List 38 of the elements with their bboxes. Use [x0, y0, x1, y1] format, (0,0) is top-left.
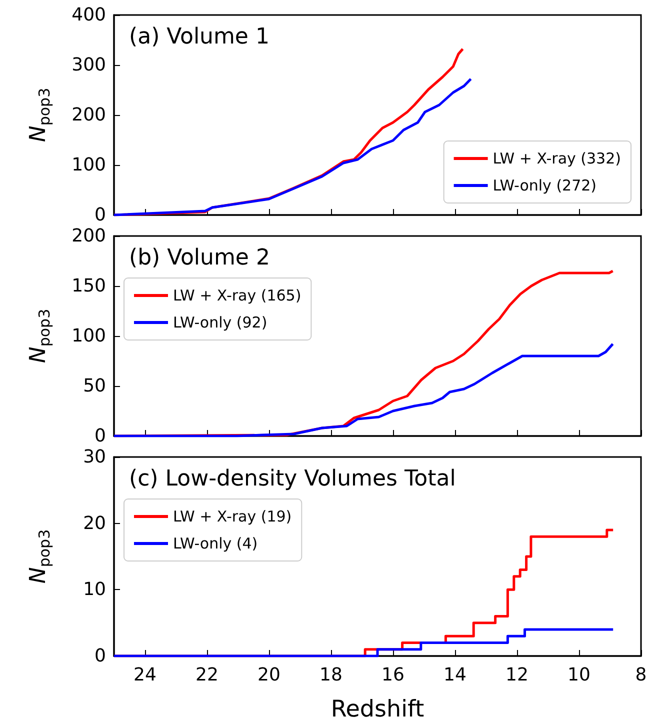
legend-label: LW + X-ray (19)	[173, 508, 292, 526]
x-tick-label: 20	[258, 664, 280, 686]
legend-label: LW-only (92)	[173, 314, 268, 332]
y-tick-label: 10	[83, 579, 106, 600]
legend-label: LW-only (4)	[173, 534, 258, 552]
line-series	[112, 78, 472, 216]
x-tick-label: 8	[635, 664, 647, 686]
y-tick-label: 0	[94, 646, 106, 666]
x-tick-label: 24	[134, 664, 156, 686]
chart-title: (b) Volume 2	[129, 246, 270, 270]
y-tick-label: 50	[83, 376, 106, 396]
chart-title: (c) Low-density Volumes Total	[129, 466, 456, 492]
y-tick-label: 0	[94, 204, 106, 226]
x-axis-title: Redshift	[330, 696, 424, 722]
y-tick-label: 0	[94, 426, 106, 446]
y-axis-title: Npop3	[26, 308, 54, 364]
y-tick-label: 20	[83, 512, 106, 534]
x-tick-label: 12	[506, 664, 528, 686]
legend-label: LW-only (272)	[492, 176, 597, 194]
y-tick-label: 400	[72, 4, 106, 26]
x-tick-label: 18	[320, 664, 342, 686]
y-tick-label: 100	[72, 154, 106, 176]
y-tick-label: 300	[72, 54, 106, 76]
y-tick-label: 150	[72, 276, 106, 296]
y-tick-label: 30	[83, 446, 106, 468]
x-tick-label: 22	[196, 664, 218, 686]
y-tick-label: 200	[72, 226, 106, 246]
x-tick-label: 10	[568, 664, 590, 686]
x-tick-label: 14	[444, 664, 466, 686]
y-axis-title: Npop3	[26, 529, 54, 584]
chart-title: (a) Volume 1	[129, 24, 270, 50]
line-series	[112, 342, 614, 438]
y-tick-label: 100	[72, 326, 106, 346]
y-axis-title: Npop3	[26, 88, 54, 142]
legend-label: LW + X-ray (165)	[173, 286, 302, 304]
y-tick-label: 200	[72, 104, 106, 126]
x-tick-label: 16	[382, 664, 404, 686]
legend-label: LW + X-ray (332)	[492, 150, 622, 168]
